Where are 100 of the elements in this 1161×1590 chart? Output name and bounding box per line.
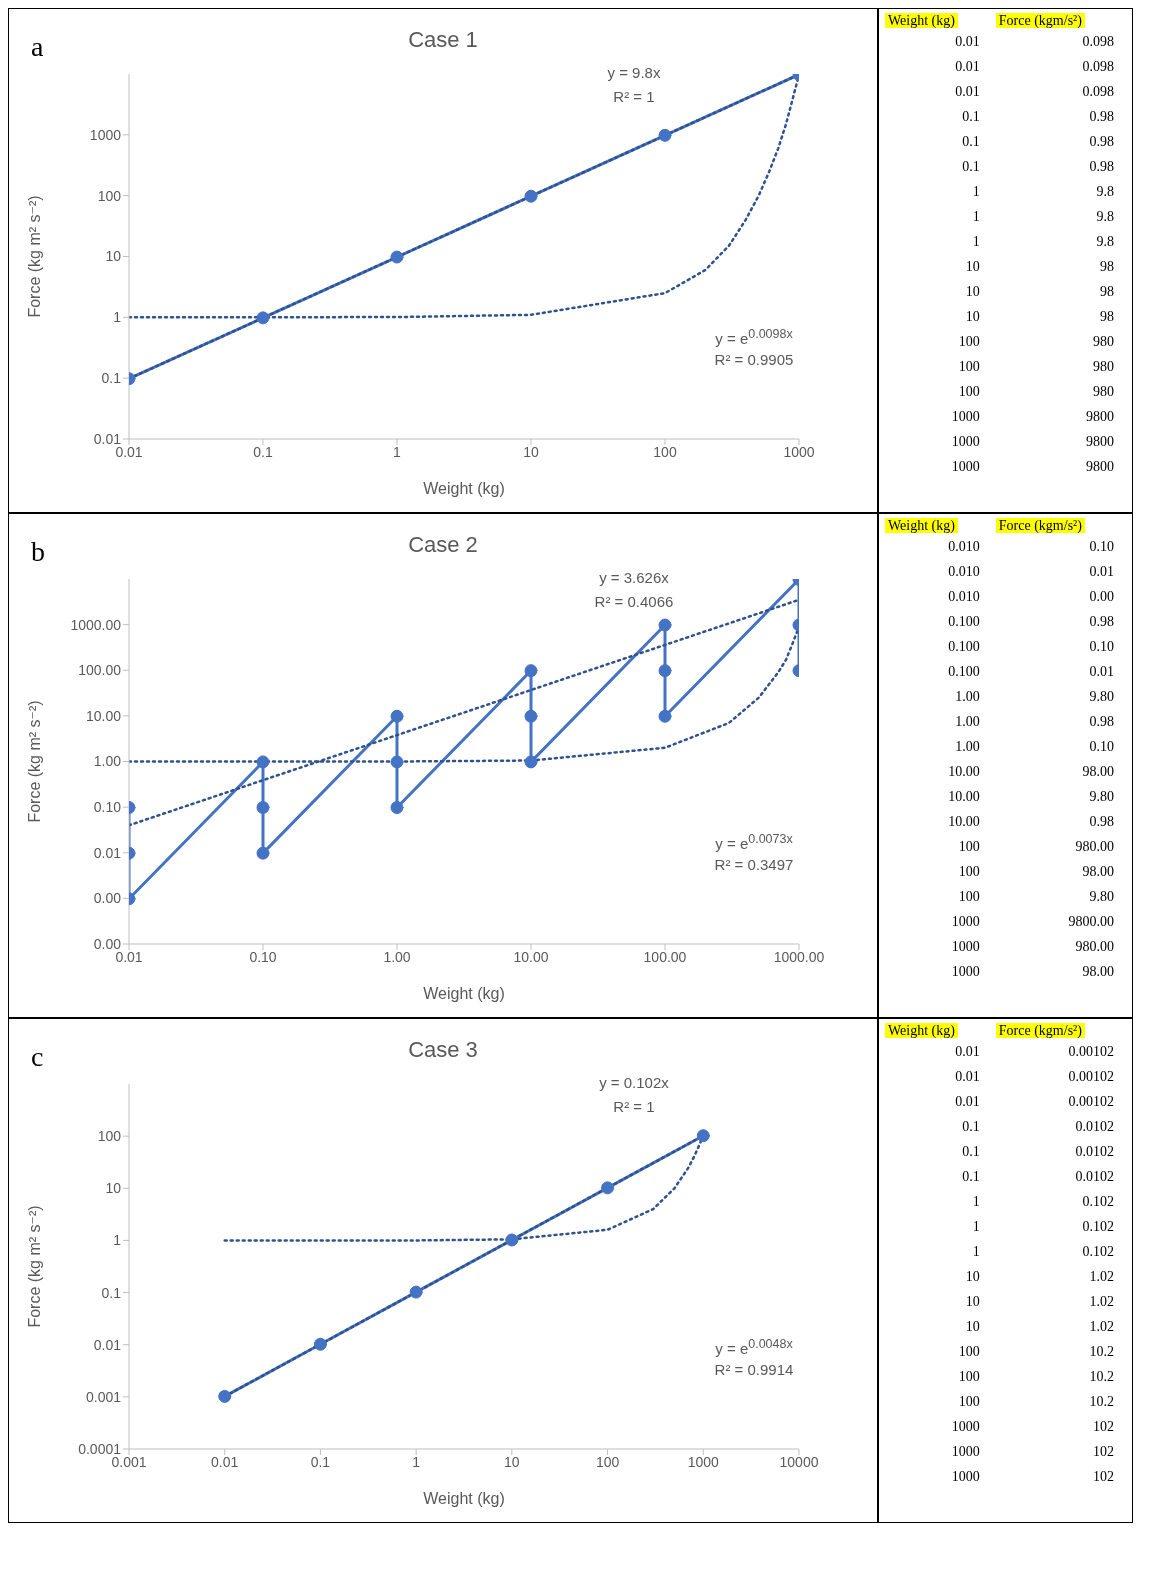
category-label: 1 <box>971 182 981 201</box>
x-tick-label: 10 <box>523 443 539 460</box>
text: 9800 <box>1086 458 1114 474</box>
x-tick-label: 1 <box>412 1453 421 1470</box>
category-label: 1.00 <box>954 737 981 756</box>
text: 1.02 <box>1089 1293 1114 1309</box>
category-label: 1000 <box>950 457 981 476</box>
text: 9.80 <box>1089 888 1114 904</box>
y-axis-title: Force (kg m² s⁻²) <box>25 1205 43 1328</box>
y-tick-label: 100.00 <box>78 662 122 679</box>
text: 102 <box>1093 1418 1114 1434</box>
category-label: 100 <box>957 357 981 376</box>
text: 0.098 <box>1082 33 1114 49</box>
text: 980 <box>1093 333 1114 349</box>
category-label: 0.010 <box>947 587 981 606</box>
category-label: 0.1 <box>961 157 981 176</box>
x-tick-label: 1000.00 <box>773 948 825 965</box>
text: Weight (kg) <box>885 1023 958 1038</box>
y-tick-label: 0.01 <box>93 430 122 447</box>
category-label: 0.100 <box>947 612 981 631</box>
text: 0.10 <box>1089 638 1114 654</box>
x-tick-label: 10.00 <box>513 948 549 965</box>
text: 0.00102 <box>1068 1043 1114 1059</box>
text: 102 <box>1093 1468 1114 1484</box>
category-label: 10 <box>964 257 981 276</box>
text: 9.8 <box>1096 183 1114 199</box>
y-tick-label: 1.00 <box>93 753 122 770</box>
annotation: R² = 1 <box>612 1098 656 1115</box>
x-tick-label: 100 <box>653 443 677 460</box>
text: 98.00 <box>1082 963 1114 979</box>
category-label: 0.010 <box>947 537 981 556</box>
text: 9.80 <box>1089 788 1114 804</box>
y-tick-label: 0.01 <box>93 1336 122 1353</box>
text: 0.10 <box>1089 538 1114 554</box>
y-tick-label: 0.1 <box>101 1284 122 1301</box>
text: 0.098 <box>1082 83 1114 99</box>
text: 0.0102 <box>1075 1118 1114 1134</box>
x-axis-title: Weight (kg) <box>423 1490 505 1507</box>
category-label: 1 <box>971 232 981 251</box>
x-tick-label: 1000 <box>783 443 815 460</box>
text: 0.00 <box>1089 588 1114 604</box>
category-label: 10.00 <box>947 787 981 806</box>
x-tick-label: 100.00 <box>643 948 687 965</box>
annotation: R² = 1 <box>612 88 656 105</box>
text: 9800 <box>1086 408 1114 424</box>
category-label: 1.00 <box>954 687 981 706</box>
annotation: y = 9.8x <box>606 64 662 81</box>
text: b <box>31 536 45 568</box>
text: 0.0102 <box>1075 1143 1114 1159</box>
category-label: 1000 <box>950 962 981 981</box>
category-label: 0.1 <box>961 107 981 126</box>
text: 980.00 <box>1075 838 1114 854</box>
text: 98.00 <box>1082 763 1114 779</box>
text: 1.02 <box>1089 1268 1114 1284</box>
annotation: y = e$^{0.0073x}$ <box>714 832 794 852</box>
text: 980 <box>1093 358 1114 374</box>
category-label: 1000 <box>950 912 981 931</box>
category-label: 10.00 <box>947 762 981 781</box>
y-tick-label: 0.001 <box>85 1388 122 1405</box>
text: 0.10 <box>1089 738 1114 754</box>
y-tick-label: 1 <box>113 309 122 326</box>
text: Force (kgm/s²) <box>995 1023 1085 1038</box>
category-label: 10 <box>964 307 981 326</box>
category-label: 1000 <box>950 1467 981 1486</box>
category-label: 10 <box>964 1317 981 1336</box>
x-axis-title: Weight (kg) <box>423 480 505 497</box>
text: 98.00 <box>1082 863 1114 879</box>
text: 980.00 <box>1075 938 1114 954</box>
category-label: 0.100 <box>947 637 981 656</box>
annotation: y = e$^{0.0048x}$ <box>714 1337 794 1357</box>
annotation: y = 3.626x <box>598 569 670 586</box>
text: 0.98 <box>1089 108 1114 124</box>
text: 0.98 <box>1089 158 1114 174</box>
category-label: 0.100 <box>947 662 981 681</box>
y-tick-label: 100 <box>97 187 122 204</box>
annotation: y = 0.102x <box>598 1074 670 1091</box>
y-tick-label: 0.00 <box>93 935 122 952</box>
text: 10.2 <box>1089 1343 1114 1359</box>
text: 0.98 <box>1089 613 1114 629</box>
text: 0.102 <box>1082 1218 1114 1234</box>
category-label: 100 <box>957 382 981 401</box>
category-label: 10 <box>964 282 981 301</box>
text: 102 <box>1093 1443 1114 1459</box>
category-label: 10 <box>964 1267 981 1286</box>
text: 980 <box>1093 383 1114 399</box>
text: 9.8 <box>1096 233 1114 249</box>
chart-title: Case 3 <box>408 1037 478 1062</box>
category-label: 100 <box>957 862 981 881</box>
text: 0.01 <box>1089 563 1114 579</box>
category-label: 100 <box>957 332 981 351</box>
x-tick-label: 0.10 <box>249 948 277 965</box>
category-label: 1 <box>971 1242 981 1261</box>
y-tick-label: 1 <box>113 1232 122 1249</box>
x-tick-label: 10000 <box>779 1453 819 1470</box>
category-label: 0.010 <box>947 562 981 581</box>
text: 9800.00 <box>1068 913 1114 929</box>
category-label: 0.01 <box>954 57 981 76</box>
category-label: 100 <box>957 837 981 856</box>
text: 9.8 <box>1096 208 1114 224</box>
y-tick-label: 0.1 <box>101 370 122 387</box>
